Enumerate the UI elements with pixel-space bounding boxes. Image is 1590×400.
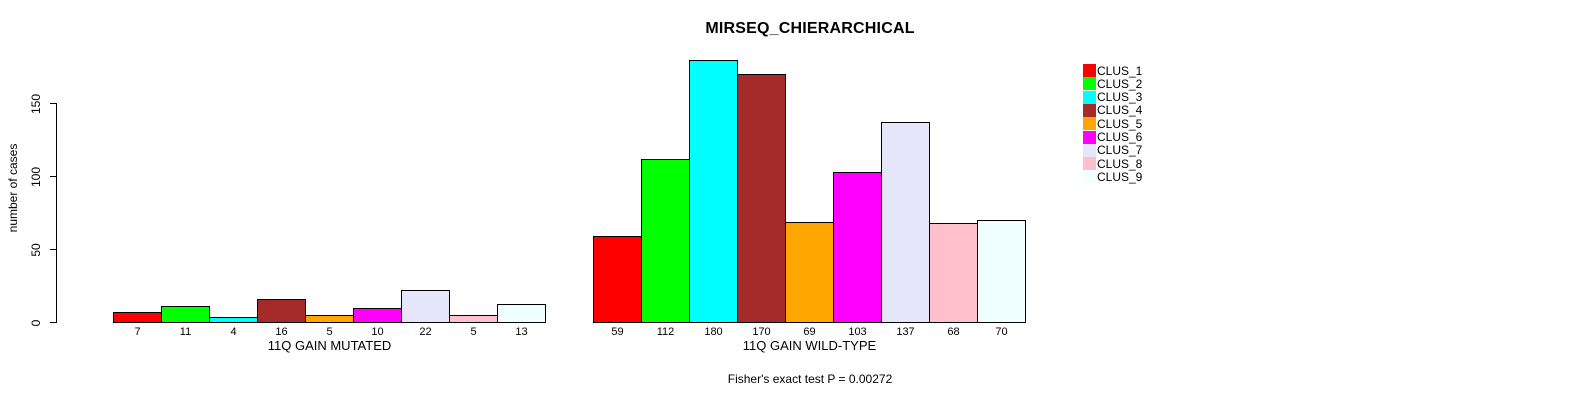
bar-value-label: 10 bbox=[371, 326, 384, 338]
bar-value-label: 180 bbox=[704, 326, 723, 338]
fisher-test-annotation: Fisher's exact test P = 0.00272 bbox=[727, 372, 893, 386]
bar-clus_4 bbox=[257, 299, 306, 324]
bar-clus_6 bbox=[353, 307, 402, 324]
bar-clus_5 bbox=[305, 315, 354, 324]
legend-item-label: CLUS_4 bbox=[1097, 103, 1143, 118]
legend-swatch bbox=[1083, 170, 1096, 184]
legend-swatch bbox=[1083, 157, 1096, 171]
bar-value-label: 7 bbox=[134, 326, 141, 338]
legend-item-label: CLUS_6 bbox=[1097, 130, 1143, 144]
bar-value-label: 112 bbox=[656, 326, 675, 338]
legend-swatch bbox=[1083, 77, 1096, 91]
x-axis-label: 11Q GAIN MUTATED bbox=[267, 338, 392, 353]
legend-swatch bbox=[1083, 117, 1096, 131]
y-axis-tick bbox=[50, 176, 57, 177]
bar-value-label: 59 bbox=[611, 326, 624, 338]
legend-item-label: CLUS_7 bbox=[1097, 143, 1143, 158]
bar-value-label: 22 bbox=[419, 326, 432, 338]
y-axis-label: number of cases bbox=[6, 143, 20, 233]
legend-swatch bbox=[1083, 90, 1096, 104]
bar-clus_5 bbox=[785, 221, 834, 324]
y-axis-tick-label: 150 bbox=[29, 93, 43, 114]
legend-item-label: CLUS_2 bbox=[1097, 76, 1143, 91]
bar-value-label: 11 bbox=[179, 326, 192, 338]
y-axis-tick-label: 0 bbox=[29, 319, 43, 326]
legend-swatch bbox=[1083, 143, 1096, 157]
bar-value-label: 16 bbox=[275, 326, 288, 338]
legend-swatch bbox=[1083, 64, 1096, 77]
y-axis-tick-label: 100 bbox=[29, 166, 43, 187]
bar-value-label: 70 bbox=[995, 326, 1008, 338]
legend-item-label: CLUS_5 bbox=[1097, 116, 1143, 131]
bar-value-label: 170 bbox=[752, 326, 771, 338]
legend-item-label: CLUS_8 bbox=[1097, 156, 1143, 171]
y-axis-line bbox=[56, 103, 57, 323]
y-axis-tick bbox=[50, 322, 57, 323]
y-axis-tick bbox=[50, 103, 57, 104]
bar-value-label: 68 bbox=[947, 326, 960, 338]
chart-title: MIRSEQ_CHIERARCHICAL bbox=[705, 20, 915, 37]
bar-value-label: 5 bbox=[470, 326, 477, 338]
bar-clus_6 bbox=[833, 172, 882, 324]
bar-clus_7 bbox=[881, 122, 930, 324]
y-axis-tick-label: 50 bbox=[29, 242, 43, 257]
bar-value-label: 4 bbox=[230, 326, 237, 338]
bar-value-label: 13 bbox=[515, 326, 528, 338]
bar-value-label: 5 bbox=[326, 326, 333, 338]
bar-clus_4 bbox=[737, 74, 786, 324]
bar-clus_1 bbox=[593, 236, 642, 324]
bar-clus_2 bbox=[641, 158, 690, 324]
legend-swatch bbox=[1083, 103, 1096, 117]
x-axis-label: 11Q GAIN WILD-TYPE bbox=[742, 338, 877, 353]
legend-item-label: CLUS_9 bbox=[1097, 169, 1143, 184]
bar-clus_3 bbox=[689, 59, 738, 324]
bar-clus_9 bbox=[977, 220, 1026, 324]
bar-clus_7 bbox=[401, 290, 450, 324]
legend-item-label: CLUS_1 bbox=[1097, 63, 1143, 78]
bar-clus_3 bbox=[209, 316, 258, 324]
bar-clus_8 bbox=[449, 315, 498, 324]
legend-item-label: CLUS_3 bbox=[1097, 90, 1143, 105]
bar-value-label: 137 bbox=[896, 326, 915, 338]
bar-value-label: 69 bbox=[803, 326, 816, 338]
bar-clus_8 bbox=[929, 223, 978, 324]
bar-clus_9 bbox=[497, 303, 546, 324]
legend-swatch bbox=[1083, 130, 1096, 144]
bar-value-label: 103 bbox=[848, 326, 867, 338]
bar-clus_1 bbox=[113, 312, 162, 324]
y-axis-tick bbox=[50, 249, 57, 250]
bar-clus_2 bbox=[161, 306, 210, 324]
